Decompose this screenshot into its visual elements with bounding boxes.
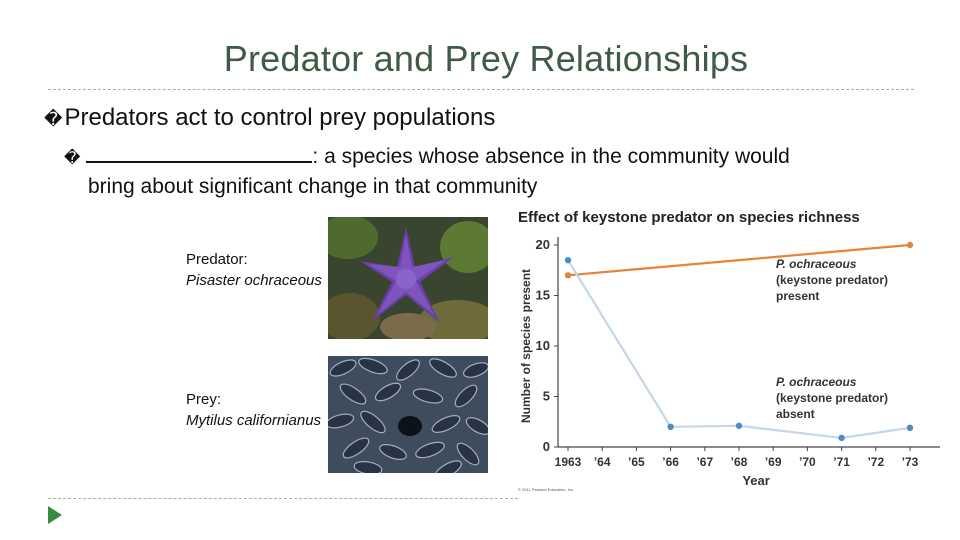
bullet-keystone-text-line2: bring about significant change in that c… <box>88 175 538 198</box>
data-point-absent <box>564 256 572 264</box>
series-line-present <box>567 243 911 277</box>
x-tick-label: ’71 <box>833 455 850 469</box>
data-point-absent <box>838 434 845 442</box>
x-tick-label: ’66 <box>662 455 679 469</box>
fill-in-blank <box>86 147 313 163</box>
y-tick-label: 5 <box>543 389 550 404</box>
bullet-predators-text: Predators act to control prey population… <box>64 104 496 131</box>
data-point-absent <box>906 424 914 432</box>
x-tick-label: ’65 <box>628 455 645 469</box>
annotation-present-line: (keystone predator) <box>776 273 888 287</box>
prey-term: Prey <box>186 391 217 408</box>
bullet-marker: � <box>44 109 63 129</box>
x-tick-label: ’64 <box>594 455 611 469</box>
sub-bullet-marker: � <box>64 150 81 167</box>
x-axis-label: Year <box>742 473 769 488</box>
bullet-keystone: � : a species whose absence in the commun… <box>64 143 884 201</box>
x-tick-label: ’69 <box>765 455 782 469</box>
data-point-absent <box>735 422 743 429</box>
bullet-predators: �Predators act to control prey populatio… <box>44 104 495 132</box>
y-tick-label: 10 <box>536 338 550 353</box>
annotation-present-line: present <box>776 289 819 303</box>
data-point-absent <box>667 423 674 430</box>
annotation-absent-line: absent <box>776 407 815 421</box>
species-richness-chart: 0 5 10 15 20 1963 ’64 ’65 ’66 ’67 ’68 ’69 ’70 ’71 ’72 ’… <box>519 237 940 488</box>
y-tick-label: 20 <box>536 237 550 252</box>
prey-caption: Prey: Mytilus californianus <box>186 389 321 431</box>
x-tick-label: 1963 <box>555 455 582 469</box>
prey-species: Mytilus californianus <box>186 412 322 429</box>
footer-divider <box>48 498 518 499</box>
predator-species: Pisaster ochraceous <box>186 272 322 289</box>
predator-colon: : <box>243 251 248 268</box>
prey-colon: : <box>216 391 222 408</box>
annotation-present-line: P. ochraceous <box>776 257 857 271</box>
annotation-absent-line: P. ochraceous <box>776 375 857 389</box>
play-arrow-icon <box>48 506 62 524</box>
x-tick-label: ’73 <box>902 455 919 469</box>
y-tick-label: 0 <box>543 439 550 454</box>
copyright-notice: © 2011 Pearson Education, Inc. <box>518 487 575 492</box>
sea-star-photo <box>328 217 488 339</box>
x-tick-label: ’70 <box>799 455 816 469</box>
annotation-absent-line: (keystone predator) <box>776 391 888 405</box>
x-tick-label: ’67 <box>696 455 713 469</box>
data-point-present <box>906 241 914 249</box>
slide-title: Predator and Prey Relationships <box>223 38 749 79</box>
x-tick-label: ’68 <box>731 455 748 469</box>
chart-title: Effect of keystone predator on species r… <box>518 209 860 226</box>
data-point-present <box>564 272 572 279</box>
mussel-bed-photo <box>328 356 488 473</box>
x-tick-label: ’72 <box>867 455 884 469</box>
y-axis-label: Number of species present <box>519 269 533 423</box>
y-tick-label: 15 <box>536 288 550 303</box>
bullet-keystone-text: : a species whose absence in the communi… <box>312 145 790 168</box>
predator-term: Predator <box>186 251 244 268</box>
title-divider <box>48 89 914 90</box>
predator-caption: Predator: Pisaster ochraceous <box>186 249 322 291</box>
